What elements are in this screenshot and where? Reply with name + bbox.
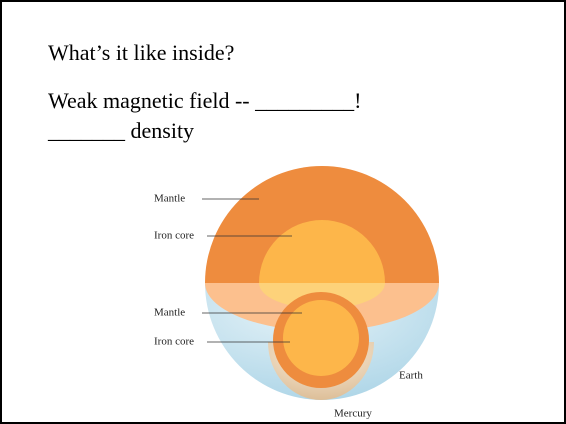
label: Mantle bbox=[154, 193, 185, 205]
label: Earth bbox=[399, 370, 423, 382]
slide: What’s it like inside? Weak magnetic fie… bbox=[0, 0, 566, 424]
diagram: Mantle Iron core Mantle Iron core Earth … bbox=[2, 2, 564, 422]
label: Iron core bbox=[154, 336, 194, 348]
label: Mantle bbox=[154, 307, 185, 319]
label: Mercury bbox=[334, 408, 372, 420]
label: Iron core bbox=[154, 230, 194, 242]
